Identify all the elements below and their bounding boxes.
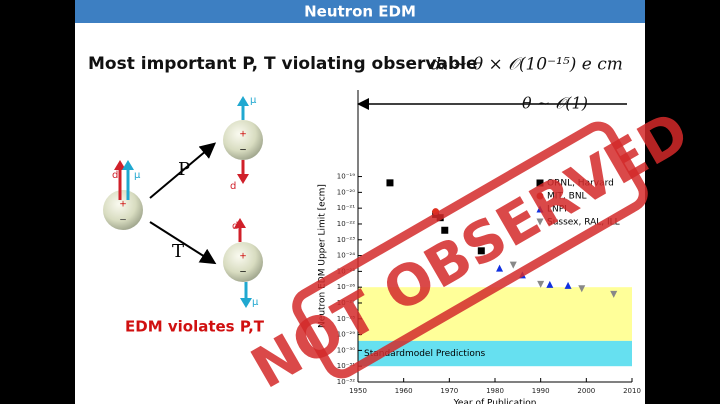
annotation: θ ∼ 𝒪(1) — [522, 94, 588, 113]
legend-label: Sussex, RAL, ILL — [547, 218, 620, 228]
minus: − — [119, 216, 127, 226]
p-label: P — [178, 159, 190, 180]
point — [477, 247, 485, 255]
d-label: d — [232, 221, 238, 232]
heading: Most important P, T violating observable — [88, 54, 478, 74]
x-tick-label: 1970 — [440, 387, 458, 395]
caption: EDM violates P,T — [125, 318, 265, 336]
band-label: Standardmodel Predictions — [364, 349, 486, 359]
x-tick-label: 2000 — [577, 387, 595, 395]
point — [386, 179, 394, 187]
y-tick-label: 10⁻³⁰ — [337, 346, 355, 354]
point — [537, 280, 545, 288]
neutron — [103, 190, 143, 230]
y-tick-label: 10⁻²⁷ — [337, 299, 355, 307]
y-tick-label: 10⁻²⁶ — [337, 283, 355, 291]
mu-label: μ — [250, 95, 257, 106]
point — [564, 281, 572, 289]
legend-marker — [536, 179, 544, 187]
mu-label: μ — [134, 170, 141, 181]
diagram: + − d μ P T + − μ d + − d μ EDM violates… — [103, 95, 265, 336]
x-axis-label: Year of Publication — [453, 399, 537, 404]
x-tick-label: 2010 — [623, 387, 641, 395]
point — [441, 226, 449, 234]
point — [546, 280, 554, 288]
x-tick-label: 1990 — [532, 387, 550, 395]
legend-marker — [536, 205, 544, 213]
mu-label: μ — [252, 297, 259, 308]
x-tick-label: 1980 — [486, 387, 504, 395]
y-tick-label: 10⁻²² — [337, 220, 355, 228]
y-tick-label: 10⁻²⁴ — [337, 252, 355, 260]
d-label: d — [112, 170, 118, 181]
y-tick-label: 10⁻²³ — [337, 236, 355, 244]
x-tick-label: 1950 — [349, 387, 367, 395]
legend-label: ORNL, Harvard — [547, 179, 614, 189]
legend-label: MIT, BNL — [547, 192, 587, 202]
plus: + — [239, 130, 247, 140]
plus: + — [119, 200, 127, 210]
y-tick-label: 10⁻²¹ — [337, 204, 355, 212]
point — [610, 290, 618, 298]
legend-marker — [536, 218, 544, 226]
formula: dₙ ∼ θ × 𝒪(10⁻¹⁵) e cm — [430, 55, 623, 75]
y-tick-label: 10⁻²⁹ — [337, 331, 355, 339]
y-tick-label: 10⁻²⁰ — [337, 188, 355, 196]
y-tick-label: 10⁻³¹ — [337, 362, 355, 370]
plus: + — [239, 252, 247, 262]
title-bar — [75, 0, 645, 23]
x-tick-label: 1960 — [395, 387, 413, 395]
band — [358, 287, 632, 341]
point — [578, 285, 586, 293]
point — [496, 264, 504, 272]
y-tick-label: 10⁻¹⁹ — [337, 173, 355, 181]
slide-title: Neutron EDM — [304, 3, 416, 21]
y-tick-label: 10⁻²⁸ — [337, 315, 355, 323]
d-label: d — [230, 181, 236, 192]
minus: − — [239, 146, 247, 156]
legend-label: LNPI — [547, 205, 567, 215]
point — [509, 261, 517, 269]
y-axis-label: Neutron EDM Upper Limit [ecm] — [318, 184, 328, 328]
chart: Standardmodel Predictions 10⁻³² 10⁻³¹ 10⁻³⁰… — [318, 90, 641, 404]
legend-marker — [536, 192, 544, 200]
y-tick-label: 10⁻³² — [337, 378, 355, 386]
minus: − — [239, 268, 247, 278]
t-label: T — [172, 241, 184, 262]
